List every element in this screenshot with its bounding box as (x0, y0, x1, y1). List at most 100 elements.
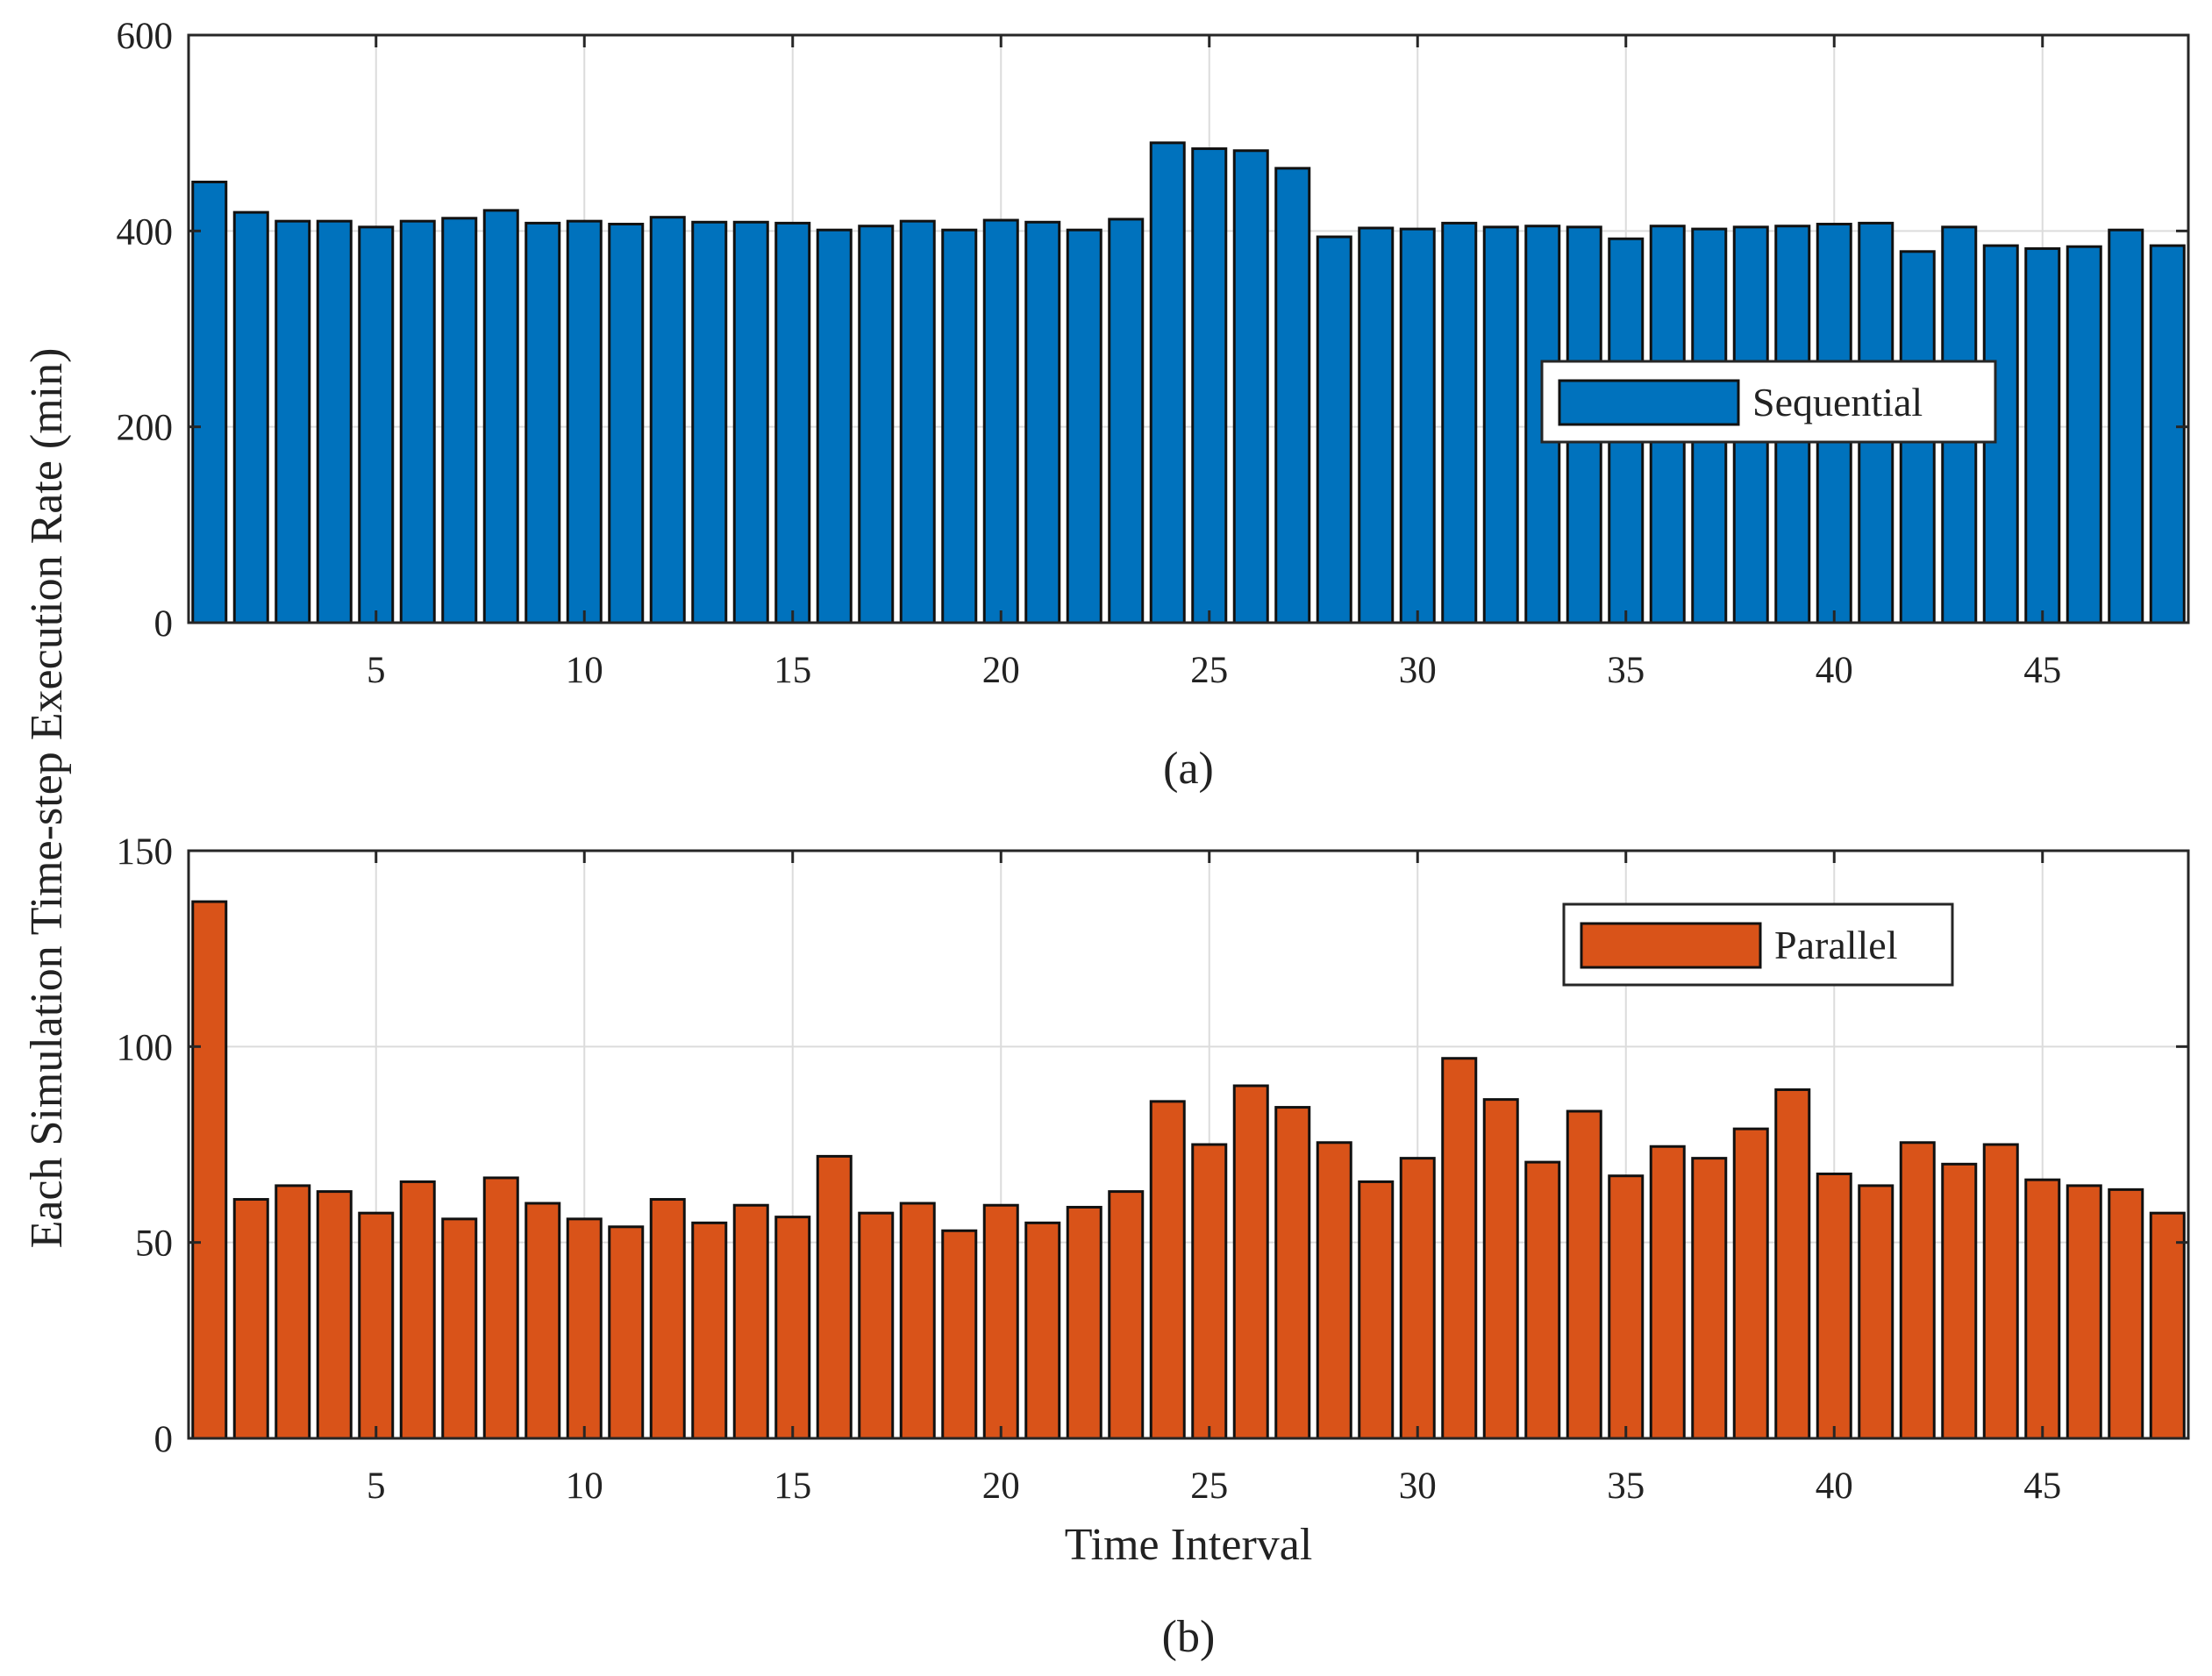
x-tick-label: 45 (2023, 650, 2061, 691)
bar (732, 220, 769, 624)
bar (899, 219, 936, 624)
bar (1941, 1162, 1978, 1440)
bar (732, 1203, 769, 1440)
legend: Parallel (1562, 902, 1954, 987)
bar (816, 1154, 853, 1440)
x-tick-label: 20 (982, 1466, 1020, 1507)
x-tick-label: 35 (1607, 650, 1645, 691)
bar (1649, 1145, 1686, 1440)
bar (1191, 1143, 1228, 1440)
y-tick-label: 50 (135, 1223, 173, 1265)
bar (1566, 1109, 1602, 1440)
bar (275, 1184, 311, 1440)
bar (1816, 1173, 1852, 1440)
bar (191, 900, 228, 1440)
bar (1024, 220, 1061, 624)
bar (399, 1180, 436, 1440)
bar (1066, 1205, 1102, 1440)
x-tick-label: 5 (367, 650, 386, 691)
bar (1691, 1157, 1728, 1440)
bar (774, 221, 811, 624)
bar (441, 217, 478, 624)
legend-label: Sequential (1752, 380, 1923, 424)
bar (774, 1216, 811, 1440)
panel-caption: (a) (1163, 744, 1214, 794)
chart-panel-a: 5 10 15 20 25 30 35 40 45 0 200 400 600 Sequential (a) (117, 16, 2190, 794)
bar (649, 1198, 686, 1440)
bar (691, 220, 728, 624)
bar (482, 209, 519, 624)
x-tick-label: 25 (1190, 1466, 1228, 1507)
y-tick-label: 150 (117, 831, 174, 873)
bar (1274, 1106, 1311, 1440)
bar (1191, 147, 1228, 624)
bar (2066, 1184, 2102, 1440)
x-tick-label: 30 (1399, 1466, 1437, 1507)
legend-swatch (1580, 922, 1762, 969)
x-tick-label: 5 (367, 1466, 386, 1507)
plot-area-border (187, 849, 2190, 1440)
bar (2024, 246, 2061, 624)
y-tick-label: 400 (117, 211, 174, 253)
bar (816, 228, 853, 624)
bar (232, 210, 269, 624)
bar (1232, 1084, 1269, 1440)
bar (566, 1217, 603, 1440)
bar (275, 219, 311, 624)
bar (1358, 1180, 1395, 1440)
bar (2066, 245, 2102, 624)
panel-caption: (b) (1162, 1612, 1216, 1662)
x-tick-label: 15 (774, 1466, 811, 1507)
bar (441, 1217, 478, 1440)
bar (316, 219, 353, 624)
bar (858, 1211, 895, 1440)
bar (941, 228, 978, 624)
bar (1982, 1143, 2019, 1440)
bar (482, 1176, 519, 1440)
bar (2149, 244, 2186, 624)
bar (899, 1202, 936, 1440)
bar (1108, 218, 1145, 624)
bar (608, 223, 645, 624)
x-tick-label: 40 (1816, 650, 1853, 691)
y-tick-label: 200 (117, 408, 174, 449)
y-tick-label: 600 (117, 16, 174, 57)
bar (1024, 1221, 1061, 1440)
bar (1899, 1141, 1936, 1440)
bar (1441, 1057, 1478, 1440)
bar (1858, 1184, 1894, 1440)
bar (566, 219, 603, 624)
bar (982, 1203, 1019, 1440)
bar (1732, 1127, 1769, 1440)
bar (1274, 167, 1311, 624)
bar-series-parallel (191, 900, 2186, 1440)
bar (2149, 1211, 2186, 1440)
bar (399, 219, 436, 624)
bar (1149, 1100, 1186, 1440)
chart-panel-b: 5 10 15 20 25 30 35 40 45 0 50 100 150 Parallel Time I… (117, 831, 2190, 1662)
x-tick-label: 10 (566, 650, 603, 691)
x-tick-label: 40 (1816, 1466, 1853, 1507)
bar (2024, 1178, 2061, 1440)
bar (358, 1211, 395, 1440)
bar (982, 218, 1019, 624)
bar (1482, 225, 1519, 624)
bar (1608, 1174, 1645, 1440)
x-tick-label: 10 (566, 1466, 603, 1507)
bar (191, 181, 228, 624)
bar (232, 1198, 269, 1440)
x-tick-label: 25 (1190, 650, 1228, 691)
legend-label: Parallel (1774, 923, 1898, 967)
x-tick-label: 20 (982, 650, 1020, 691)
bar (858, 225, 895, 624)
y-tick-label: 100 (117, 1027, 174, 1068)
bar (608, 1225, 645, 1440)
bar (1108, 1190, 1145, 1440)
plot-area-border (187, 33, 2190, 624)
bar (524, 1202, 561, 1440)
bar (1399, 1157, 1436, 1440)
bar (358, 225, 395, 624)
shared-y-axis-label: Each Simulation Time-step Execution Rate… (22, 348, 72, 1249)
